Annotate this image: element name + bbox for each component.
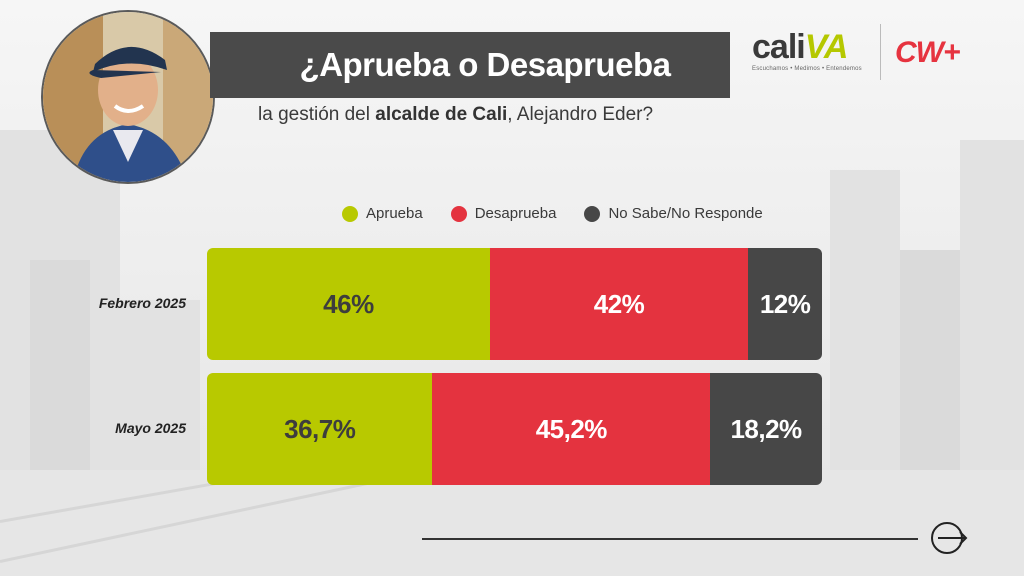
logo-divider bbox=[880, 24, 881, 80]
legend-swatch bbox=[450, 205, 467, 222]
category-label: Febrero 2025 bbox=[98, 295, 186, 311]
legend-item: Aprueba bbox=[342, 205, 423, 222]
bar-segment: 18,2% bbox=[710, 373, 822, 485]
cali-logo-word-b: VA bbox=[804, 28, 849, 66]
legend-label: No Sabe/No Responde bbox=[608, 205, 763, 222]
legend-swatch bbox=[342, 205, 358, 222]
mayor-photo bbox=[43, 12, 213, 182]
bar-row: 36,7% 45,2% 18,2% bbox=[207, 373, 822, 485]
data-label: 18,2% bbox=[730, 413, 802, 444]
legend-item: Desaprueba bbox=[450, 205, 557, 222]
data-label: 46% bbox=[323, 288, 374, 319]
bar-segment: 36,7% bbox=[207, 373, 433, 485]
cw-logo: CW+ bbox=[895, 36, 960, 69]
calivа-logo: caliVA Escuchamos • Medimos • Entendemos bbox=[752, 30, 870, 80]
footer-divider bbox=[422, 538, 918, 540]
bar-segment: 45,2% bbox=[432, 373, 711, 485]
legend-label: Desaprueba bbox=[474, 205, 557, 222]
data-label: 36,7% bbox=[284, 413, 356, 444]
legend-item: No Sabe/No Responde bbox=[584, 205, 763, 222]
page-title: ¿Aprueba o Desaprueba bbox=[299, 46, 671, 83]
bar-segment: 42% bbox=[489, 248, 749, 360]
cali-logo-word-a: cali bbox=[752, 28, 806, 66]
data-label: 45,2% bbox=[535, 413, 608, 444]
chart-legend: Aprueba Desaprueba No Sabe/No Responde bbox=[342, 205, 763, 222]
subtitle-post: , Alejandro Eder? bbox=[507, 104, 654, 125]
bar-row: 46% 42% 12% bbox=[207, 248, 822, 360]
subtitle-pre: la gestión del bbox=[258, 104, 376, 125]
cali-logo-tagline: Escuchamos • Medimos • Entendemos bbox=[752, 66, 862, 72]
title-banner: ¿Aprueba o Desaprueba bbox=[210, 32, 730, 98]
page-subtitle: la gestión del alcalde de Cali, Alejandr… bbox=[258, 104, 653, 126]
legend-label: Aprueba bbox=[366, 205, 423, 222]
subtitle-bold: alcalde de Cali bbox=[375, 104, 508, 125]
category-label: Mayo 2025 bbox=[115, 420, 186, 436]
arrow-right-circle-icon[interactable] bbox=[930, 520, 968, 556]
bar-segment: 46% bbox=[207, 248, 490, 360]
legend-swatch bbox=[584, 205, 601, 222]
data-label: 12% bbox=[759, 288, 811, 319]
bar-segment: 12% bbox=[748, 248, 822, 360]
data-label: 42% bbox=[593, 288, 645, 319]
